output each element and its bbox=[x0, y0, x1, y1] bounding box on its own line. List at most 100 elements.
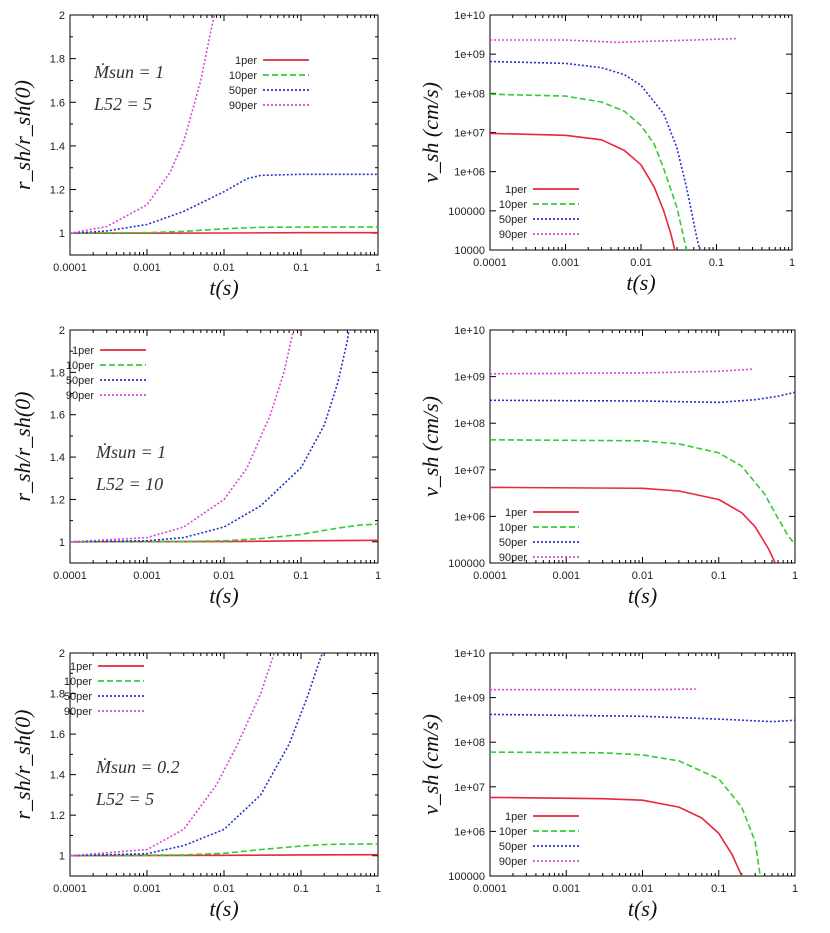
chart-4: 0.0001 0.001 0.01 0.1 1 100000 1e+06 1e+07 1e+08… bbox=[418, 325, 798, 608]
y-tick-label: 1e+08 bbox=[454, 88, 485, 100]
legend-label: 90per bbox=[499, 856, 527, 868]
annotation-text: L52 = 5 bbox=[95, 789, 154, 809]
plot-frame bbox=[489, 14, 793, 251]
legend-label: 1per bbox=[72, 345, 94, 357]
y-tick-label: 1 bbox=[59, 228, 65, 240]
y-tick-label: 1e+09 bbox=[454, 49, 485, 61]
series-group bbox=[490, 368, 795, 563]
plot-frame bbox=[489, 329, 796, 564]
chart-1: 0.0001 0.001 0.01 0.1 1 1 1.2 1.4 1.6 1.8 2 t(s) r_s… bbox=[10, 10, 381, 300]
x-tick-label: 0.01 bbox=[632, 570, 653, 582]
legend-label: 1per bbox=[505, 184, 527, 196]
x-axis-label: t(s) bbox=[626, 270, 655, 295]
x-axis-label: t(s) bbox=[628, 583, 657, 608]
series-line-50per bbox=[70, 653, 324, 857]
x-tick-label: 1 bbox=[792, 570, 798, 582]
y-tick-label: 1e+09 bbox=[454, 693, 485, 705]
y-tick-label: 1e+08 bbox=[454, 737, 485, 749]
legend-label: 50per bbox=[499, 214, 527, 226]
y-tick-label: 100000 bbox=[448, 871, 485, 883]
y-tick-label: 1e+07 bbox=[454, 128, 485, 140]
x-tick-label: 0.0001 bbox=[53, 570, 87, 582]
y-axis-label: r_sh/r_sh(0) bbox=[10, 709, 35, 819]
series-line-10per bbox=[490, 751, 761, 876]
x-tick-label: 0.1 bbox=[293, 570, 308, 582]
x-tick-label: 0.001 bbox=[133, 262, 161, 274]
annotation-text: L52 = 5 bbox=[93, 94, 152, 114]
legend-label: 90per bbox=[66, 390, 94, 402]
x-axis-label: t(s) bbox=[209, 896, 238, 921]
x-tick-label: 1 bbox=[375, 262, 381, 274]
series-line-1per bbox=[490, 486, 776, 563]
x-tick-label: 0.0001 bbox=[473, 570, 507, 582]
y-axis-label: v_sh (cm/s) bbox=[418, 82, 443, 183]
annotation-text: Ṁsun = 1 bbox=[93, 62, 164, 82]
x-tick-label: 0.01 bbox=[213, 883, 234, 895]
y-tick-label: 1.6 bbox=[50, 729, 65, 741]
y-tick-label: 2 bbox=[59, 325, 65, 337]
y-tick-label: 1e+10 bbox=[454, 648, 485, 660]
y-tick-label: 1e+10 bbox=[454, 325, 485, 337]
x-tick-label: 0.01 bbox=[213, 262, 234, 274]
series-line-90per bbox=[490, 37, 736, 44]
y-tick-label: 1.8 bbox=[50, 367, 65, 379]
y-tick-label: 1e+06 bbox=[454, 511, 485, 523]
legend-label: 1per bbox=[235, 55, 257, 67]
series-line-10per bbox=[70, 843, 378, 857]
y-tick-label: 100000 bbox=[448, 558, 485, 570]
y-tick-label: 1.8 bbox=[50, 689, 65, 701]
x-tick-label: 0.01 bbox=[630, 257, 651, 269]
legend-label: 50per bbox=[229, 85, 257, 97]
x-tick-label: 0.001 bbox=[133, 570, 161, 582]
y-tick-label: 1e+06 bbox=[454, 826, 485, 838]
x-tick-label: 0.0001 bbox=[473, 883, 507, 895]
series-line-90per bbox=[70, 330, 295, 543]
y-tick-label: 1e+10 bbox=[454, 10, 485, 22]
x-tick-label: 0.1 bbox=[711, 883, 726, 895]
y-tick-label: 2 bbox=[59, 10, 65, 22]
legend-label: 10per bbox=[66, 360, 94, 372]
legend-label: 50per bbox=[66, 375, 94, 387]
x-tick-label: 0.1 bbox=[293, 262, 308, 274]
plot-frame bbox=[69, 14, 379, 256]
y-tick-label: 1e+07 bbox=[454, 782, 485, 794]
x-tick-label: 0.0001 bbox=[53, 262, 87, 274]
x-tick-label: 1 bbox=[375, 883, 381, 895]
series-line-10per bbox=[70, 523, 378, 543]
legend-label: 50per bbox=[499, 841, 527, 853]
y-tick-label: 1.2 bbox=[50, 185, 65, 197]
series-line-1per bbox=[70, 231, 378, 234]
series-group bbox=[490, 688, 795, 876]
y-axis-label: v_sh (cm/s) bbox=[418, 396, 443, 497]
y-tick-label: 1.4 bbox=[50, 452, 65, 464]
legend-label: 50per bbox=[499, 537, 527, 549]
y-axis-label: r_sh/r_sh(0) bbox=[10, 80, 35, 190]
series-line-1per bbox=[490, 132, 676, 250]
series-group bbox=[70, 653, 378, 857]
x-tick-label: 1 bbox=[789, 257, 795, 269]
legend-label: 1per bbox=[505, 811, 527, 823]
series-line-50per bbox=[490, 60, 701, 250]
legend-label: 10per bbox=[499, 826, 527, 838]
series-line-10per bbox=[490, 439, 795, 545]
series-line-90per bbox=[70, 15, 216, 234]
legend-label: 90per bbox=[229, 100, 257, 112]
annotation-text: L52 = 10 bbox=[95, 474, 163, 494]
legend-label: 10per bbox=[64, 676, 92, 688]
y-tick-label: 1.4 bbox=[50, 770, 65, 782]
y-tick-label: 1 bbox=[59, 851, 65, 863]
y-tick-label: 1.4 bbox=[50, 141, 65, 153]
y-axis-label: r_sh/r_sh(0) bbox=[10, 391, 35, 501]
chart-5: 0.0001 0.001 0.01 0.1 1 1 1.2 1.4 1.6 1.8 2 t(s) r_s… bbox=[10, 648, 381, 921]
x-tick-label: 0.01 bbox=[213, 570, 234, 582]
chart-6: 0.0001 0.001 0.01 0.1 1 100000 1e+06 1e+07 1e+08… bbox=[418, 648, 798, 921]
legend-label: 90per bbox=[499, 552, 527, 564]
x-tick-label: 0.001 bbox=[552, 570, 580, 582]
y-tick-label: 10000 bbox=[454, 245, 485, 257]
series-line-50per bbox=[490, 391, 795, 404]
series-line-50per bbox=[70, 330, 350, 543]
y-tick-label: 1e+08 bbox=[454, 418, 485, 430]
annotation-text: Ṁsun = 0.2 bbox=[95, 757, 180, 777]
x-tick-label: 1 bbox=[792, 883, 798, 895]
legend-label: 50per bbox=[64, 691, 92, 703]
